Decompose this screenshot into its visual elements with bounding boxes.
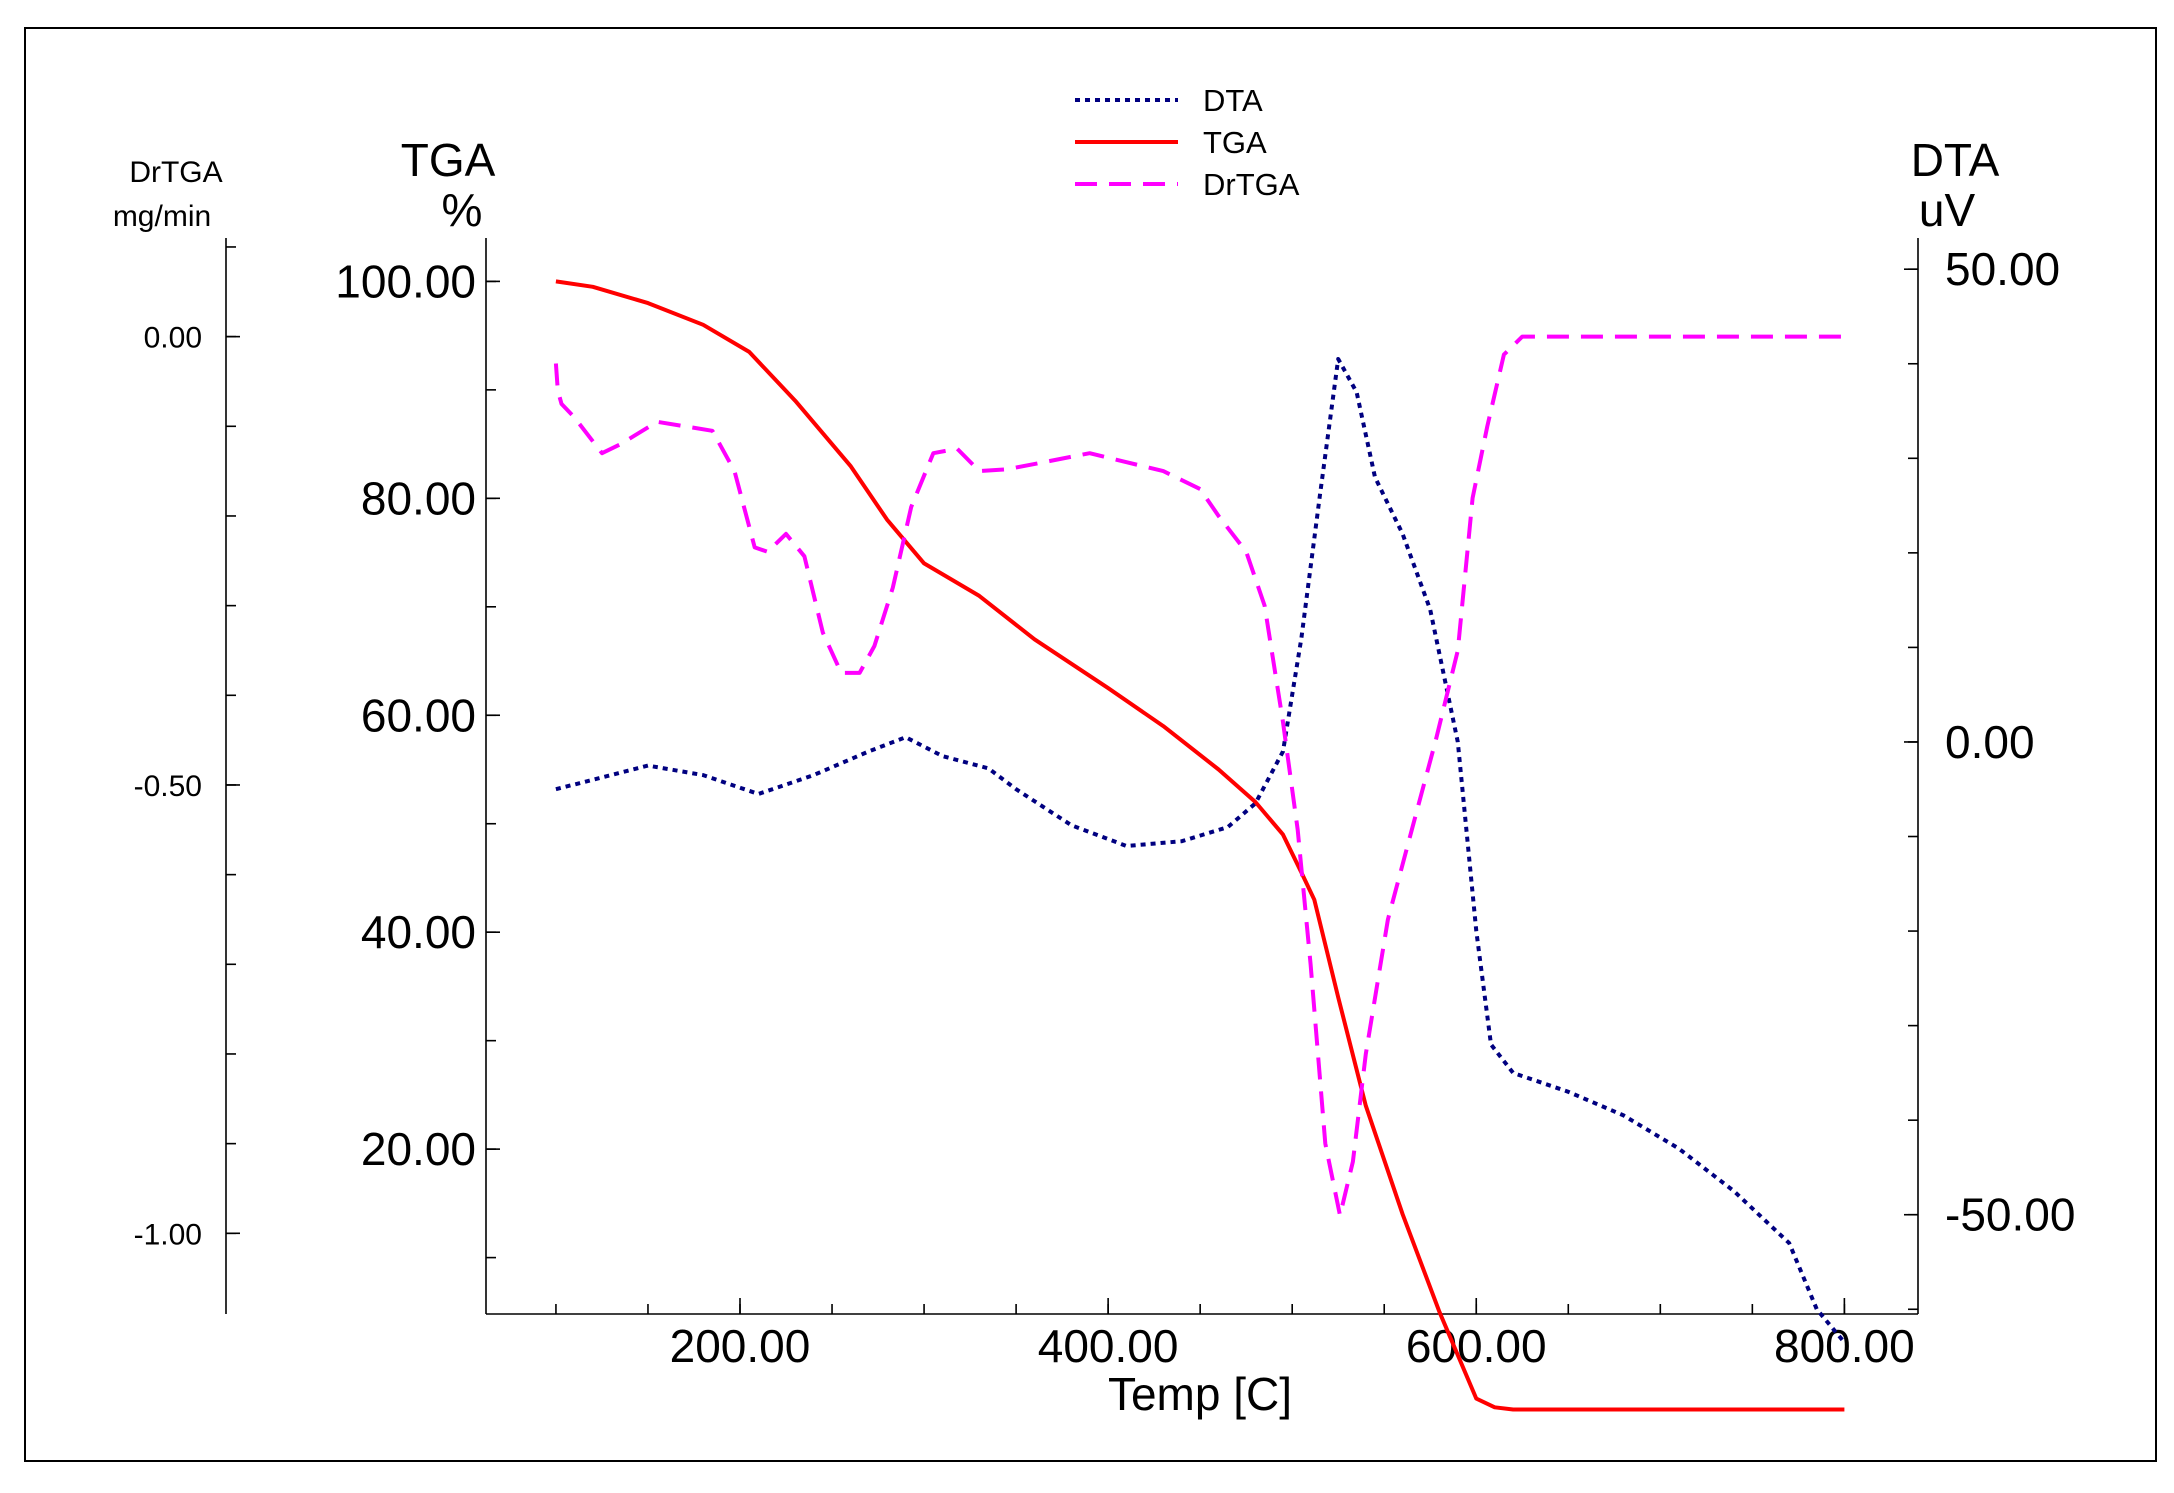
legend: DTA TGA DrTGA [1075, 83, 1300, 202]
dta-axis-tick-label: -50.00 [1945, 1189, 2075, 1241]
outer-frame [24, 27, 2157, 1462]
dta-axis-title: DTA [1911, 134, 2000, 186]
tga-axis-tick-label: 20.00 [361, 1123, 476, 1175]
tga-axis-title: TGA [401, 134, 496, 186]
x-axis-label: Temp [C] [1108, 1368, 1292, 1420]
dta-axis-tick-label: 0.00 [1945, 716, 2035, 768]
series-line-dta [555, 357, 1846, 1344]
tga-axis-tick-label: 60.00 [361, 689, 476, 741]
tga-axis-tick-label: 100.00 [335, 255, 476, 307]
tga-axis-tick-label: 80.00 [361, 472, 476, 524]
legend-label-drtga: DrTGA [1203, 167, 1300, 202]
drtga-axis-tick-label: 0.00 [144, 322, 202, 355]
series-layer [553, 279, 1846, 1412]
tga-axis-unit: % [442, 184, 483, 236]
x-axis-tick-label: 400.00 [1038, 1320, 1179, 1372]
ticks-layer: 100.00 80.00 60.00 40.00 20.00 50.00 0.00 -50.0… [134, 243, 2076, 1372]
series-line-drtga [553, 334, 1845, 1218]
legend-label-tga: TGA [1203, 125, 1267, 160]
drtga-axis-tick-label: -0.50 [134, 770, 202, 803]
x-axis-tick-label: 600.00 [1406, 1320, 1547, 1372]
legend-label-dta: DTA [1203, 83, 1263, 118]
tga-axis-tick-label: 40.00 [361, 906, 476, 958]
dta-axis-unit: uV [1919, 184, 1976, 236]
dta-axis-tick-label: 50.00 [1945, 243, 2060, 295]
drtga-axis-title: DrTGA [129, 156, 222, 189]
series-line-tga [555, 279, 1845, 1412]
x-axis-tick-label: 200.00 [670, 1320, 811, 1372]
drtga-axis-unit: mg/min [113, 200, 211, 233]
x-axis-tick-label: 800.00 [1774, 1320, 1915, 1372]
drtga-axis-tick-label: -1.00 [134, 1218, 202, 1251]
